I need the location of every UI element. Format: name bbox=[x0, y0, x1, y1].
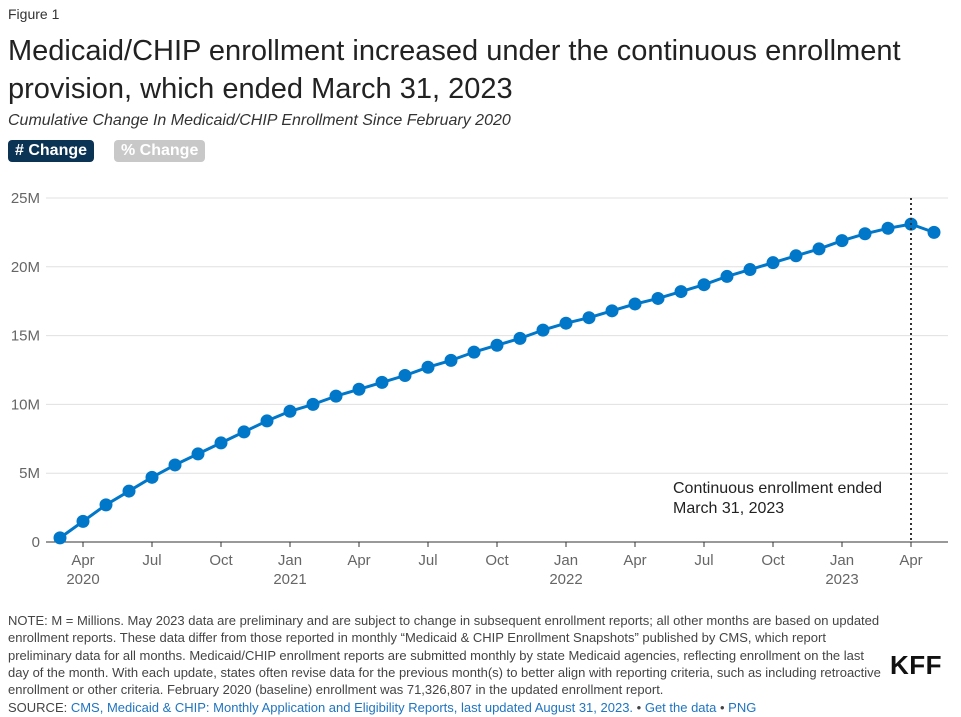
gridlines bbox=[46, 197, 948, 543]
x-tick-label: Jan bbox=[830, 552, 854, 569]
data-point bbox=[168, 458, 182, 472]
data-point bbox=[674, 285, 688, 299]
source-separator: • bbox=[633, 700, 645, 715]
data-point bbox=[76, 514, 90, 528]
data-point bbox=[352, 382, 366, 396]
annotation-line-2: March 31, 2023 bbox=[673, 500, 784, 517]
data-point bbox=[927, 225, 941, 239]
data-point bbox=[513, 331, 527, 345]
data-point bbox=[145, 470, 159, 484]
data-point bbox=[306, 397, 320, 411]
data-point bbox=[329, 389, 343, 403]
series-layer bbox=[53, 217, 941, 545]
x-tick-year-label: 2022 bbox=[549, 571, 582, 588]
data-point bbox=[467, 345, 481, 359]
data-point bbox=[260, 414, 274, 428]
chart-title: Medicaid/CHIP enrollment increased under… bbox=[8, 35, 901, 105]
x-tick-label: Apr bbox=[347, 552, 370, 569]
y-axis-ticks: 0 5M 10M 15M 20M 25M bbox=[11, 190, 40, 551]
y-tick-label: 20M bbox=[11, 259, 40, 276]
footnote: NOTE: M = Millions. May 2023 data are pr… bbox=[8, 613, 881, 698]
percent-change-toggle[interactable]: % Change bbox=[114, 140, 206, 162]
data-point bbox=[720, 269, 734, 283]
data-point bbox=[53, 531, 67, 545]
x-tick-label: Apr bbox=[623, 552, 646, 569]
figure-label: Figure 1 bbox=[8, 6, 60, 22]
source-link[interactable]: CMS, Medicaid & CHIP: Monthly Applicatio… bbox=[70, 700, 634, 715]
data-point bbox=[398, 369, 412, 383]
data-point bbox=[858, 227, 872, 241]
annotation-line-1: Continuous enrollment ended bbox=[673, 480, 882, 497]
data-point bbox=[628, 297, 642, 311]
data-point bbox=[214, 436, 228, 450]
x-tick-label: Oct bbox=[485, 552, 509, 569]
chart-subtitle: Cumulative Change In Medicaid/CHIP Enrol… bbox=[8, 112, 511, 129]
x-tick-label: Jan bbox=[278, 552, 302, 569]
x-tick-year-label: 2020 bbox=[66, 571, 99, 588]
data-point bbox=[766, 256, 780, 270]
data-point bbox=[651, 291, 665, 305]
data-point bbox=[191, 447, 205, 461]
data-point bbox=[490, 338, 504, 352]
data-point bbox=[881, 221, 895, 235]
data-point bbox=[375, 375, 389, 389]
data-point bbox=[536, 323, 550, 337]
data-point bbox=[605, 304, 619, 318]
data-point bbox=[237, 425, 251, 439]
x-tick-label: Oct bbox=[209, 552, 233, 569]
data-point bbox=[559, 316, 573, 330]
y-tick-label: 5M bbox=[19, 465, 40, 482]
get-data-link[interactable]: Get the data bbox=[644, 700, 717, 715]
data-point bbox=[697, 278, 711, 292]
kff-logo: KFF bbox=[890, 650, 943, 680]
data-point bbox=[582, 311, 596, 325]
png-link[interactable]: PNG bbox=[728, 700, 757, 715]
y-tick-label: 25M bbox=[11, 190, 40, 207]
data-point bbox=[743, 263, 757, 277]
source-separator: • bbox=[716, 700, 729, 715]
x-tick-label: Apr bbox=[71, 552, 94, 569]
enrollment-line-chart: 0 5M 10M 15M 20M 25M Apr 2020 Jul Oct Jan 2021 Apr J… bbox=[11, 190, 948, 588]
x-tick-year-label: 2023 bbox=[825, 571, 858, 588]
data-point bbox=[835, 234, 849, 248]
data-point bbox=[283, 404, 297, 418]
data-point bbox=[421, 360, 435, 374]
x-tick-label: Apr bbox=[899, 552, 922, 569]
data-point bbox=[99, 498, 113, 512]
x-tick-year-label: 2021 bbox=[273, 571, 306, 588]
x-tick-label: Oct bbox=[761, 552, 785, 569]
y-tick-label: 10M bbox=[11, 396, 40, 413]
data-point bbox=[444, 353, 458, 367]
source-line: SOURCE: CMS, Medicaid & CHIP: Monthly Ap… bbox=[8, 700, 756, 715]
x-axis-ticks: Apr 2020 Jul Oct Jan 2021 Apr Jul Oct Jan 2022 Apr J… bbox=[66, 542, 923, 588]
x-tick-label: Jul bbox=[694, 552, 713, 569]
source-prefix: SOURCE: bbox=[8, 700, 71, 715]
count-change-toggle[interactable]: # Change bbox=[8, 140, 95, 162]
x-tick-label: Jan bbox=[554, 552, 578, 569]
data-point bbox=[122, 484, 136, 498]
data-point bbox=[789, 249, 803, 263]
y-tick-label: 15M bbox=[11, 328, 40, 345]
x-tick-label: Jul bbox=[418, 552, 437, 569]
y-tick-label: 0 bbox=[32, 534, 40, 551]
annotation-layer: Continuous enrollment ended March 31, 202… bbox=[673, 198, 912, 542]
x-tick-label: Jul bbox=[142, 552, 161, 569]
data-point bbox=[812, 242, 826, 256]
